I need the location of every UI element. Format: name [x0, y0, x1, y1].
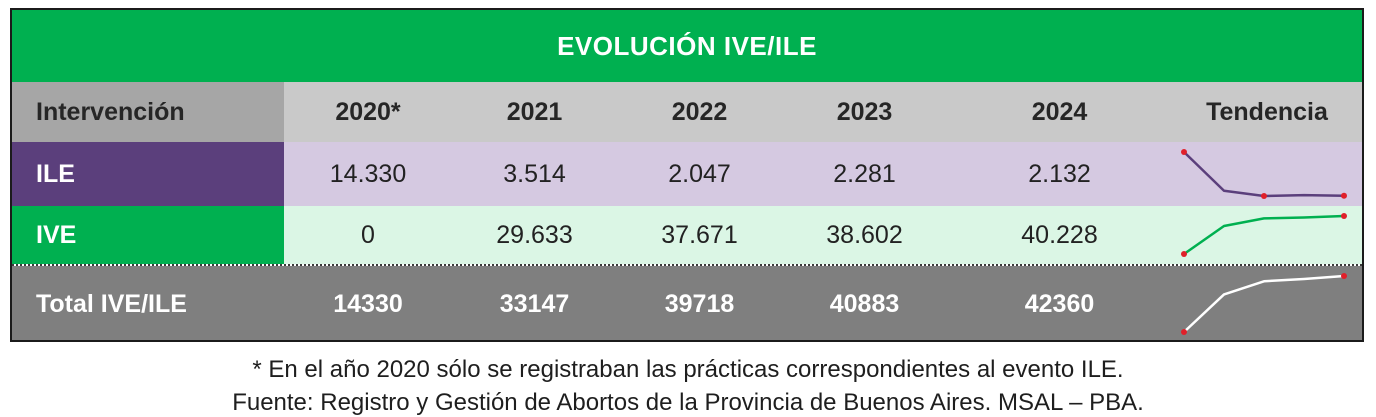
header-intervention: Intervención: [12, 82, 284, 142]
cell-ive-2023: 38.602: [826, 220, 903, 249]
sparkline-marker: [1181, 149, 1187, 155]
cell-ile-2020: 14.330: [329, 159, 407, 188]
header-row: Intervención 2020* 2021 2022 2023 2024 T…: [12, 82, 1362, 142]
sparkline-marker: [1341, 273, 1347, 279]
evolution-table: EVOLUCIÓN IVE/ILE Intervención 2020* 202…: [10, 8, 1364, 342]
header-year-2024: 2024: [1031, 97, 1088, 126]
cell-total-2023: 40883: [829, 289, 900, 318]
cell-ile-2024: 2.132: [1028, 159, 1091, 188]
table-title: EVOLUCIÓN IVE/ILE: [12, 10, 1362, 82]
footnote: * En el año 2020 sólo se registraban las…: [252, 356, 1124, 383]
header-year-2023: 2023: [836, 97, 893, 126]
header-year-2022: 2022: [671, 97, 728, 126]
sparkline-line: [1183, 151, 1345, 198]
header-year-2021: 2021: [506, 97, 563, 126]
cell-ile-2023: 2.281: [833, 159, 896, 188]
sparkline-marker: [1261, 193, 1267, 199]
sparkline-cell-ive: [1172, 206, 1362, 264]
cell-total-2021: 33147: [499, 289, 570, 318]
cell-ile-2022: 2.047: [668, 159, 731, 188]
cell-total-2020: 14330: [333, 289, 403, 318]
header-year-2020: 2020*: [335, 97, 401, 126]
header-trend: Tendencia: [1206, 97, 1328, 126]
source-note: Fuente: Registro y Gestión de Abortos de…: [232, 389, 1144, 416]
table-row-total: Total IVE/ILE 14330 33147 39718 40883 42…: [12, 266, 1362, 340]
sparkline-ive: [1181, 213, 1347, 257]
cell-ile-2021: 3.514: [503, 159, 566, 188]
cell-ive-2024: 40.228: [1021, 220, 1098, 249]
table-row-ile: ILE 14.330 3.514 2.047 2.281 2.132: [12, 142, 1362, 206]
sparkline-marker: [1341, 213, 1347, 219]
sparkline-ile: [1181, 149, 1347, 199]
sparkline-cell-total: [1172, 266, 1362, 340]
sparkline-line: [1183, 274, 1345, 333]
row-label-total: Total IVE/ILE: [36, 289, 187, 318]
cell-total-2022: 39718: [664, 289, 735, 318]
cell-ive-2020: 0: [361, 220, 375, 249]
sparkline-line: [1183, 214, 1345, 256]
sparkline-cell-ile: [1172, 142, 1362, 206]
row-label-ive: IVE: [12, 206, 284, 264]
cell-total-2024: 42360: [1024, 289, 1095, 318]
row-separator: [12, 264, 1362, 266]
table-row-ive: IVE 0 29.633 37.671 38.602 40.228: [12, 206, 1362, 264]
sparkline-marker: [1341, 192, 1347, 199]
cell-ive-2022: 37.671: [661, 220, 738, 249]
sparkline-marker: [1181, 251, 1187, 257]
sparkline-marker: [1181, 329, 1187, 335]
row-label-ile: ILE: [12, 142, 284, 206]
cell-ive-2021: 29.633: [496, 220, 573, 249]
sparkline-total: [1181, 273, 1347, 335]
